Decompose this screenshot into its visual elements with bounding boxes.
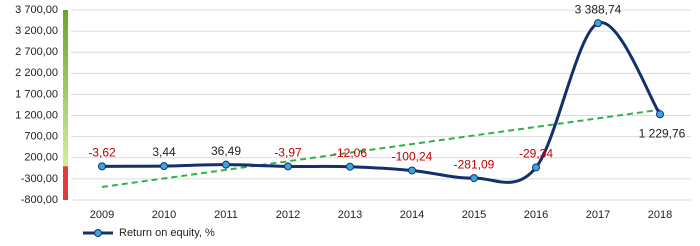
point [408,166,416,175]
y-tick-label: -300,00 [21,173,58,185]
y-tick-label: 1 700,00 [15,88,58,100]
y-tick-label: 1 200,00 [15,109,58,121]
x-tick-label: 2017 [586,209,610,221]
trend-line [101,108,661,188]
point [346,162,354,171]
negative-band [63,166,68,200]
x-tick-label: 2013 [338,209,362,221]
value-label: -281,09 [454,157,495,171]
y-tick-label: 3 700,00 [15,4,58,16]
legend-marker [94,229,102,237]
value-label: -100,24 [392,150,433,164]
x-tick-label: 2018 [648,209,672,221]
point [470,174,478,183]
value-label: 36,49 [211,144,241,158]
y-tick-label: 700,00 [24,131,58,143]
value-label: 1 229,76 [639,126,686,140]
series-line [101,21,662,184]
point [532,163,540,172]
y-tick-label: -800,00 [21,194,58,206]
legend-label: Return on equity, % [119,227,215,239]
x-tick-label: 2010 [152,209,176,221]
x-tick-label: 2016 [524,209,548,221]
point [594,19,602,28]
positive-band [63,10,68,167]
value-label: -3,62 [88,146,116,160]
x-tick-label: 2009 [90,209,114,221]
point [656,110,664,119]
y-tick-label: 200,00 [24,152,58,164]
x-tick-label: 2014 [400,209,424,221]
y-tick-label: 3 200,00 [15,25,58,37]
point [98,162,106,171]
value-label: -3,97 [274,146,302,160]
y-tick-label: 2 700,00 [15,46,58,58]
value-label: 3 388,74 [575,2,622,16]
y-tick-label: 2 200,00 [15,67,58,79]
value-label: -29,34 [519,147,553,161]
point [284,162,292,171]
x-tick-label: 2015 [462,209,486,221]
x-tick-label: 2012 [276,209,300,221]
point [160,162,168,171]
point [222,160,230,169]
value-label: 3,44 [152,145,176,159]
value-label: -12,06 [333,146,367,160]
x-tick-label: 2011 [214,209,238,221]
